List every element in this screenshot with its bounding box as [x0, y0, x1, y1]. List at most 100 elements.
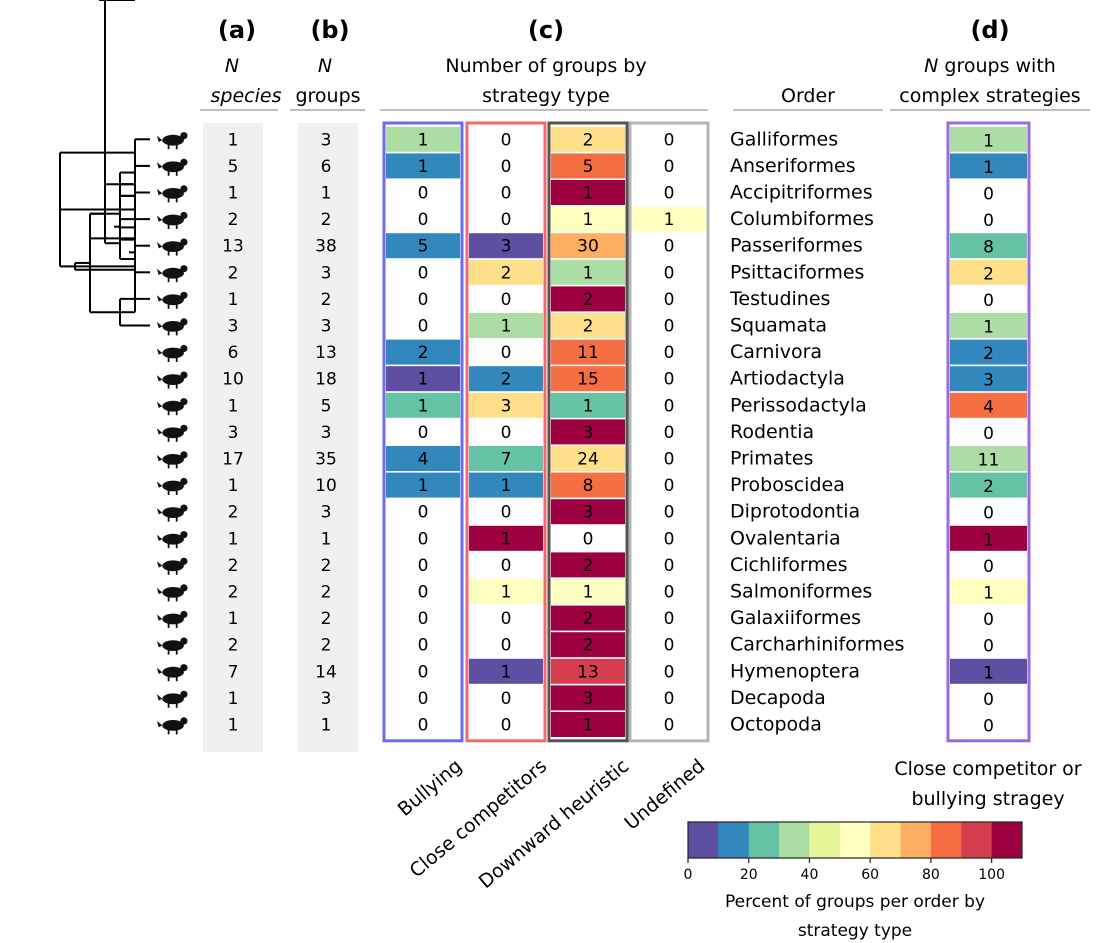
downward_heuristic-value: 1: [583, 396, 594, 416]
undefined-value: 0: [664, 423, 675, 443]
downward_heuristic-cell: [551, 605, 625, 631]
species-count: 10: [222, 370, 244, 390]
order-label: Anseriformes: [730, 155, 856, 177]
species-count: 2: [228, 583, 239, 603]
complex-value: 0: [983, 690, 994, 710]
complex-cell: [950, 126, 1027, 152]
colorbar-swatch: [809, 822, 841, 858]
order-label: Hymenoptera: [730, 660, 860, 682]
complex-cell: [950, 472, 1027, 498]
undefined-value: 0: [664, 636, 675, 656]
colorbar-swatch: [718, 822, 750, 858]
group-count: 3: [321, 317, 332, 337]
species-count: 7: [228, 662, 239, 682]
complex-header-line2: complex strategies: [899, 85, 1080, 107]
undefined-value: 0: [664, 237, 675, 257]
colorbar-swatch: [930, 822, 962, 858]
order-label: Cichliformes: [730, 554, 847, 576]
colorbar-label-line1: Percent of groups per order by: [725, 892, 985, 912]
complex-value: 2: [983, 264, 994, 284]
bullying-value: 0: [418, 529, 429, 549]
downward_heuristic-cell: [551, 472, 625, 498]
downward_heuristic-cell: [551, 259, 625, 285]
bullying-cell: [386, 392, 460, 418]
species-count: 1: [228, 689, 239, 709]
order-label: Primates: [730, 448, 813, 470]
group-count: 2: [321, 609, 332, 629]
group-count: 6: [321, 157, 332, 177]
undefined-cell: [632, 206, 706, 232]
downward_heuristic-outline: [547, 121, 629, 743]
close_competitors-value: 0: [501, 609, 512, 629]
panel-b-label: (b): [310, 16, 349, 44]
species-count: 6: [228, 343, 239, 363]
colorbar-tick-label: 100: [978, 867, 1005, 883]
crab-icon: [156, 690, 188, 708]
order-header: Order: [781, 85, 835, 107]
group-count: 18: [315, 370, 337, 390]
bullying-value: 0: [418, 184, 429, 204]
downward_heuristic-cell: [551, 658, 625, 684]
bullying-value: 0: [418, 662, 429, 682]
undefined-value: 0: [664, 556, 675, 576]
column-outlines: [382, 121, 1031, 743]
order-label: Accipitriformes: [730, 182, 873, 204]
undefined-outline: [628, 121, 710, 743]
undefined-value: 0: [664, 609, 675, 629]
species-count: 17: [222, 450, 244, 470]
galaxias-icon: [156, 610, 188, 628]
bullying-cell: [386, 233, 460, 259]
bullying-value: 1: [418, 476, 429, 496]
parrot-icon: [156, 265, 188, 283]
downward_heuristic-cell: [551, 233, 625, 259]
species-count: 1: [228, 476, 239, 496]
downward_heuristic-value: 24: [577, 450, 599, 470]
bullying-value: 0: [418, 556, 429, 576]
panel-c-label: (c): [528, 16, 564, 44]
species-count: 1: [228, 609, 239, 629]
close_competitors-value: 0: [501, 157, 512, 177]
downward_heuristic-cell: [551, 180, 625, 205]
songbird-icon: [156, 238, 188, 256]
colorbar-tick-label: 0: [684, 867, 693, 883]
group-count: 10: [315, 476, 337, 496]
hyena-icon: [156, 344, 188, 362]
downward_heuristic-value: 1: [583, 210, 594, 230]
downward_heuristic-value: 3: [583, 423, 594, 443]
group-count: 2: [321, 636, 332, 656]
complex-value: 0: [983, 557, 994, 577]
colorbar-frame: [687, 821, 1023, 859]
group-count: 3: [321, 263, 332, 283]
close_competitors-cell: [469, 658, 543, 684]
bullying-axis-label: Bullying: [394, 755, 467, 821]
duck-icon: [156, 158, 188, 176]
strategy-header-line1: Number of groups by: [445, 55, 646, 77]
complex-value: 4: [983, 397, 994, 417]
bullying-cell: [386, 446, 460, 471]
complex-value: 0: [983, 424, 994, 444]
close_competitors-value: 1: [501, 529, 512, 549]
close_competitors-value: 2: [501, 370, 512, 390]
close_competitors-value: 0: [501, 343, 512, 363]
cichlid-icon: [156, 557, 188, 575]
colorbar-tick-label: 40: [801, 867, 819, 883]
order-label: Psittaciformes: [730, 261, 864, 283]
undefined-value: 0: [664, 184, 675, 204]
order-label: Decapoda: [730, 687, 826, 709]
shark-icon: [156, 637, 188, 655]
group-count: 2: [321, 290, 332, 310]
close_competitors-value: 0: [501, 689, 512, 709]
group-count: 14: [315, 662, 337, 682]
species-header-text: species: [211, 85, 282, 107]
order-label: Passeriformes: [730, 235, 863, 257]
phylogenetic-tree: [59, 0, 150, 327]
undefined-value: 0: [664, 317, 675, 337]
undefined-value: 0: [664, 343, 675, 363]
kangaroo-icon: [156, 504, 188, 522]
undefined-value: 0: [664, 290, 675, 310]
bullying-value: 0: [418, 423, 429, 443]
group-count: 2: [321, 210, 332, 230]
downward_heuristic-value: 3: [583, 689, 594, 709]
